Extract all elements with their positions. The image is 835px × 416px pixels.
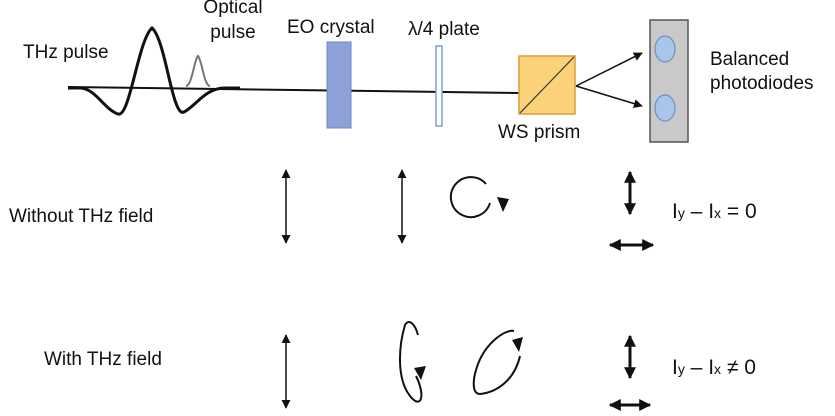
waveplate-label: λ/4 plate: [408, 19, 480, 40]
circular-polarization-row1: [449, 176, 491, 219]
split-beam-lower: [575, 85, 643, 108]
ws-prism-label: WS prism: [498, 122, 581, 143]
optical-pulse-waveform: [185, 54, 211, 87]
tilted-ellipse-arrowhead-row2: [512, 337, 523, 352]
eo-crystal: [326, 41, 352, 129]
formula-intensity-y: I: [672, 200, 678, 223]
split-beam-upper: [575, 52, 643, 87]
beam-line: [67, 86, 521, 94]
formula-result: = 0: [721, 200, 757, 223]
formula-minus: –: [684, 200, 709, 223]
ws-prism-diagonal: [519, 56, 575, 114]
optical-pulse-label: Optical pulse: [188, 0, 278, 44]
formula-subscript-x: x: [714, 361, 722, 377]
eo-crystal-label: EO crystal: [287, 17, 375, 38]
circular-polarization-arrowhead-row1: [497, 197, 509, 212]
formula-subscript-x: x: [714, 205, 722, 221]
formula-intensity-y: I: [672, 356, 678, 379]
optical-pulse-label-line2: pulse: [210, 21, 256, 43]
photodiode-upper: [654, 35, 676, 63]
formula-minus: –: [684, 356, 709, 379]
tilted-ellipse-polarization-row2: [472, 329, 521, 396]
detector-label: Balanced photodiodes: [710, 49, 814, 95]
formula-subscript-y: y: [677, 361, 685, 377]
quarter-wave-plate: [435, 45, 443, 127]
balanced-signal-formula-row2: Iy – Ix ≠ 0: [672, 356, 756, 379]
row-label-with-thz: With THz field: [44, 349, 162, 370]
detector-label-line2: photodiodes: [710, 72, 814, 94]
balanced-signal-formula-row1: Iy – Ix = 0: [672, 200, 757, 223]
thz-pulse-waveform: [68, 26, 240, 116]
formula-intensity-x: I: [708, 200, 715, 223]
elliptical-polarization-row2: [399, 321, 423, 403]
photodiode-lower: [654, 94, 676, 122]
detector-label-line1: Balanced: [710, 49, 790, 70]
formula-intensity-x: I: [708, 356, 715, 379]
thz-pulse-label: THz pulse: [23, 42, 109, 63]
elliptical-polarization-arrowhead-row2: [414, 366, 426, 380]
optical-pulse-label-line1: Optical: [203, 0, 263, 18]
formula-result: ≠ 0: [721, 356, 756, 379]
formula-subscript-y: y: [677, 205, 685, 221]
row-label-without-thz: Without THz field: [9, 206, 154, 227]
